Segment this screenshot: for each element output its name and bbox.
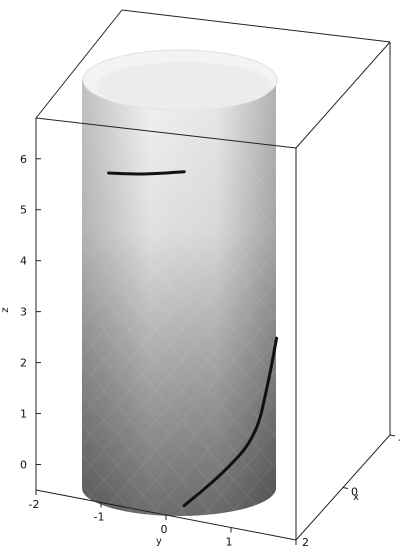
y-tick-label: -1 <box>94 511 105 524</box>
box-edge <box>295 41 391 149</box>
z-tick-label: 6 <box>20 153 27 166</box>
cylinder-surface <box>82 49 278 516</box>
box-back-edges <box>35 9 391 435</box>
cylinder-facets <box>82 80 276 516</box>
y-tick-label: 0 <box>161 523 168 536</box>
x-axis: 0 -2 <box>342 433 400 499</box>
curves <box>107 170 279 508</box>
box-edge <box>35 9 123 119</box>
box-edge <box>121 9 391 43</box>
x-tick-mark <box>342 487 349 489</box>
x-tick-label: 0 <box>351 486 358 499</box>
z-axis-label: z <box>0 307 11 312</box>
x-tick-mark <box>389 434 396 437</box>
z-tick-label: 2 <box>20 357 27 370</box>
cylinder-top-inner <box>96 62 272 110</box>
z-tick-label: 3 <box>20 306 27 319</box>
z-tick-label: 5 <box>20 204 27 217</box>
y-axis-label: y <box>156 536 162 547</box>
z-tick-label: 4 <box>20 255 27 268</box>
curve-line <box>182 336 279 508</box>
corner-tick-label: 2 <box>302 536 309 549</box>
z-axis: 0 1 2 3 4 5 6 <box>20 153 41 472</box>
z-tick-label: 0 <box>20 459 27 472</box>
x-tick-label: -2 <box>398 433 400 446</box>
x-axis-label: x <box>353 492 359 503</box>
box-edge <box>35 117 297 149</box>
z-tick-label: 1 <box>20 408 27 421</box>
y-tick-label: 1 <box>226 536 233 549</box>
curve-line <box>107 170 186 176</box>
y-tick-label: -2 <box>29 498 40 511</box>
